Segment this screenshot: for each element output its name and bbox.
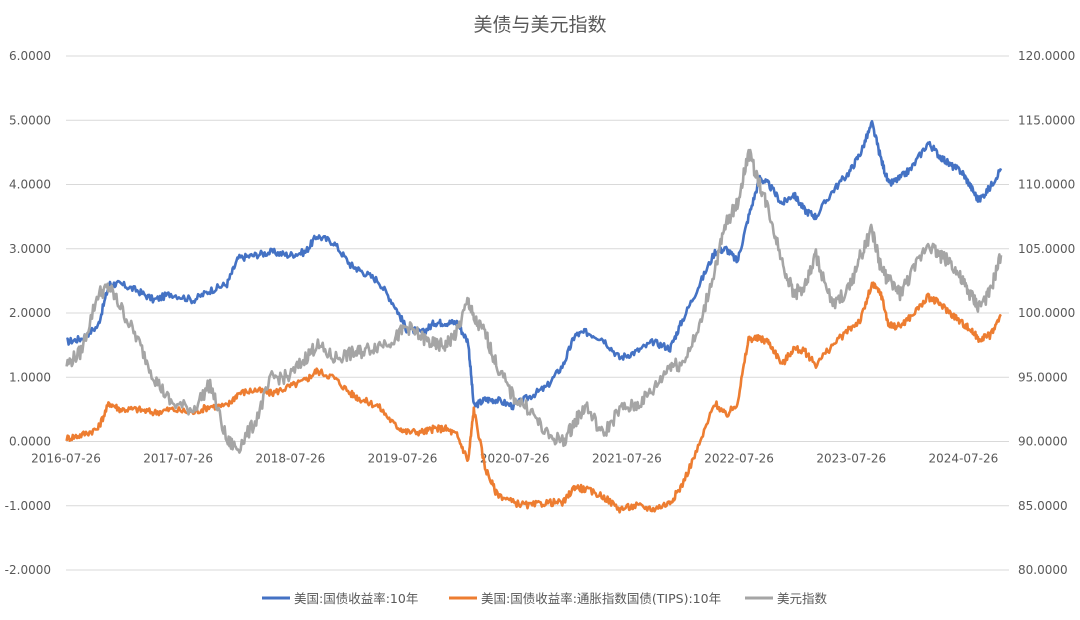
series-line-2	[65, 281, 1002, 514]
right-tick-label: 90.0000	[1018, 435, 1068, 449]
left-axis-ticks: -2.0000 -1.0000 0.0000 1.0000 2.0000 3.0000 4.…	[5, 49, 51, 577]
right-tick-label: 115.0000	[1018, 113, 1075, 127]
left-tick-label: 6.0000	[9, 49, 51, 63]
right-tick-label: 95.0000	[1018, 370, 1068, 384]
right-tick-label: 100.0000	[1018, 306, 1075, 320]
x-tick-label: 2019-07-26	[368, 452, 438, 466]
left-tick-label: 1.0000	[9, 370, 51, 384]
right-tick-label: 80.0000	[1018, 563, 1068, 577]
x-tick-label: 2016-07-26	[31, 452, 101, 466]
legend-label: 美国:国债收益率:10年	[294, 591, 418, 606]
left-tick-label: -1.0000	[5, 499, 51, 513]
x-tick-label: 2020-07-26	[480, 452, 550, 466]
right-tick-label: 85.0000	[1018, 499, 1068, 513]
x-tick-label: 2021-07-26	[592, 452, 662, 466]
right-tick-label: 110.0000	[1018, 178, 1075, 192]
right-tick-label: 105.0000	[1018, 242, 1075, 256]
series-line-3	[65, 148, 1003, 454]
chart-title: 美债与美元指数	[473, 14, 606, 36]
x-tick-label: 2024-07-26	[929, 452, 999, 466]
x-tick-label: 2017-07-26	[143, 452, 213, 466]
left-tick-label: -2.0000	[5, 563, 51, 577]
right-tick-label: 120.0000	[1018, 49, 1075, 63]
left-tick-label: 2.0000	[9, 306, 51, 320]
legend: 美国:国债收益率:10年 美国:国债收益率:通胀指数国债(TIPS):10年 美元指…	[262, 591, 828, 606]
x-tick-label: 2022-07-26	[704, 452, 774, 466]
gridlines	[66, 55, 1009, 571]
right-axis-ticks: 80.0000 85.0000 90.0000 95.0000 100.0000 105.…	[1018, 49, 1075, 577]
legend-label: 美国:国债收益率:通胀指数国债(TIPS):10年	[481, 591, 721, 606]
series-line-1	[66, 120, 1003, 411]
left-tick-label: 0.0000	[9, 435, 51, 449]
left-tick-label: 3.0000	[9, 242, 51, 256]
left-tick-label: 4.0000	[9, 178, 51, 192]
x-axis-ticks: 2016-07-26 2017-07-26 2018-07-26 2019-07-26…	[31, 452, 998, 466]
x-tick-label: 2023-07-26	[816, 452, 886, 466]
left-tick-label: 5.0000	[9, 113, 51, 127]
x-tick-label: 2018-07-26	[255, 452, 325, 466]
legend-label: 美元指数	[777, 591, 828, 606]
series-lines	[65, 120, 1003, 514]
